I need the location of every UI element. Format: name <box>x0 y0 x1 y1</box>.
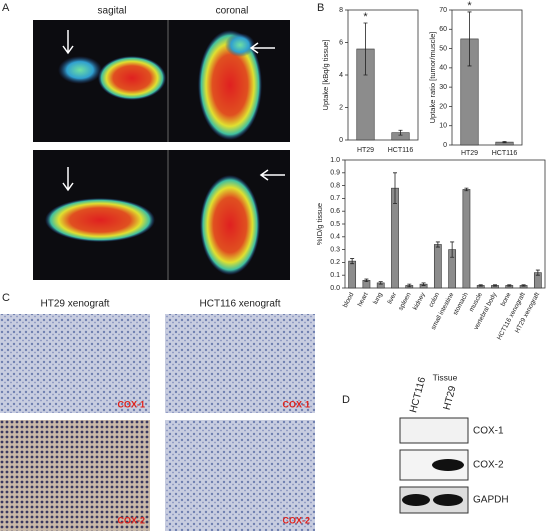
y-tick-label: 0.7 <box>330 195 340 202</box>
error-bar <box>493 284 497 287</box>
bar <box>462 189 471 289</box>
error-bar <box>363 22 368 76</box>
annotation: * <box>363 11 368 23</box>
y-tick-label: 2 <box>339 104 343 111</box>
y-axis-label: %ID/g tissue <box>315 203 324 245</box>
y-tick-label: 0.3 <box>330 246 340 253</box>
y-axis-label: Uptake [kBq/g tissue] <box>321 40 330 111</box>
error-bar <box>421 282 426 286</box>
row-label: COX-1 <box>473 426 504 437</box>
x-tick-label: HCT116 <box>492 150 518 157</box>
pet-images <box>33 20 290 280</box>
x-tick-label: bone <box>500 291 513 307</box>
column-label: HCT116 xenograft <box>200 299 281 310</box>
western-blot <box>399 417 469 514</box>
x-axis-label: Tissue <box>433 372 458 382</box>
x-tick-label: kidney <box>412 291 427 312</box>
y-tick-label: 4 <box>339 72 343 79</box>
y-tick-label: 0.2 <box>330 259 340 266</box>
view-label: sagital <box>98 6 127 17</box>
y-tick-label: 10 <box>439 123 447 130</box>
y-tick-label: 60 <box>439 26 447 33</box>
error-bar <box>435 241 440 248</box>
error-bar <box>364 278 369 282</box>
x-tick-label: lung <box>372 291 384 305</box>
bar <box>433 244 442 289</box>
lane-label: HT29 <box>442 384 459 411</box>
y-tick-label: 20 <box>439 103 447 110</box>
y-tick-label: 0.6 <box>330 208 340 215</box>
error-bar <box>478 284 483 287</box>
x-tick-label: colon <box>428 291 442 308</box>
panel-letter: A <box>2 2 10 14</box>
error-bar <box>378 281 383 285</box>
x-tick-label: liver <box>387 291 399 306</box>
y-tick-label: 40 <box>439 65 447 72</box>
stain-label: COX-2 <box>117 515 145 525</box>
bar <box>348 260 357 289</box>
x-tick-label: heart <box>357 291 370 308</box>
error-bar <box>467 11 472 67</box>
column-label: HT29 xenograft <box>41 299 110 310</box>
error-bar <box>350 258 355 265</box>
x-tick-label: HT29 <box>357 147 374 154</box>
y-axis-label: Uptake ratio [tumor/muscle] <box>428 32 437 124</box>
error-bar <box>393 172 397 204</box>
y-tick-label: 50 <box>439 45 447 52</box>
y-tick-label: 0 <box>339 137 343 144</box>
error-bar <box>521 284 526 287</box>
y-tick-label: 0.8 <box>330 182 340 189</box>
stain-label: COX-2 <box>282 515 310 525</box>
error-bar <box>464 187 469 192</box>
error-bar <box>450 241 455 258</box>
lane-label: HCT116 <box>408 376 428 415</box>
y-tick-label: 0.0 <box>330 285 340 292</box>
y-tick-label: 0.9 <box>330 170 340 177</box>
y-tick-label: 6 <box>339 39 343 46</box>
error-bar <box>398 129 403 136</box>
y-tick-label: 0.4 <box>330 234 340 241</box>
x-tick-label: blood <box>342 291 356 309</box>
y-tick-label: 30 <box>439 84 447 91</box>
annotation: * <box>467 0 472 12</box>
stain-label: COX-1 <box>117 399 145 409</box>
x-tick-label: HT29 <box>461 150 478 157</box>
x-tick-label: spleen <box>397 291 412 312</box>
y-tick-label: 1.0 <box>330 157 340 164</box>
panel-letter: C <box>2 292 10 304</box>
error-bar <box>407 283 412 288</box>
error-bar <box>507 284 512 287</box>
stain-label: COX-1 <box>282 399 310 409</box>
row-label: COX-2 <box>473 460 504 471</box>
plot-frame <box>344 159 546 289</box>
plot-frame <box>451 9 523 146</box>
y-tick-label: 8 <box>339 7 343 14</box>
y-tick-label: 0 <box>443 142 447 149</box>
histology-images <box>0 314 315 531</box>
x-tick-label: HCT116 <box>388 147 414 154</box>
error-bar <box>502 141 507 144</box>
panel-letter: D <box>342 394 350 406</box>
y-tick-label: 0.1 <box>330 272 340 279</box>
row-label: GAPDH <box>473 495 509 506</box>
view-label: coronal <box>216 6 249 17</box>
y-tick-label: 70 <box>439 7 447 14</box>
panel-letter: B <box>317 2 324 14</box>
y-tick-label: 0.5 <box>330 221 340 228</box>
error-bar <box>535 269 540 276</box>
